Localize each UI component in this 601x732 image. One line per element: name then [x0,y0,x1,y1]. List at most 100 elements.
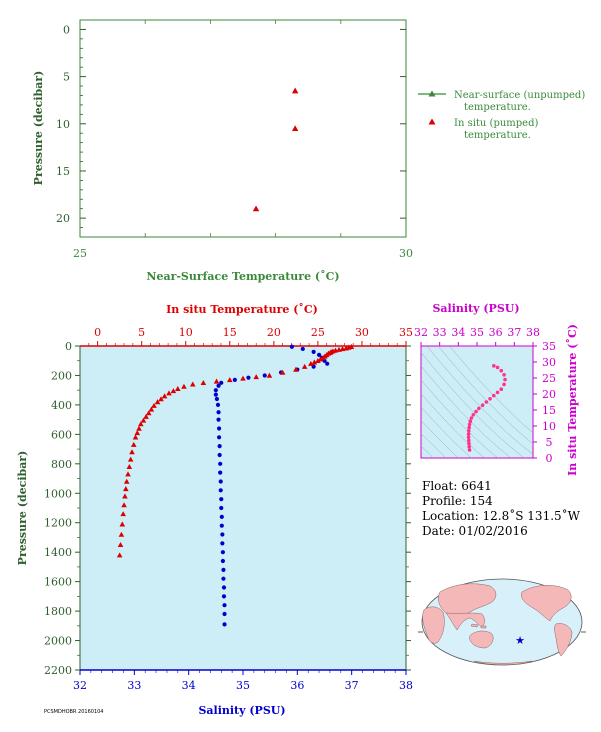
temperature-point [148,406,155,412]
ts-salinity-tick-label: 38 [526,326,540,339]
temperature-point [175,385,181,391]
legend-pumped-label-2: temperature. [464,130,531,141]
salinity-point [221,576,226,581]
temperature-point [129,449,135,455]
ts-density-contours [421,346,533,458]
near-surface-x-tick-label: 30 [399,247,413,260]
temperature-point [122,493,128,499]
ts-point [492,393,496,398]
salinity-axis-label: Salinity (PSU) [198,704,285,717]
map-land-north-america [521,585,572,622]
near-surface-legend: Near-surface (unpumped) temperature. In … [418,90,585,141]
map-land-south-america [554,623,573,657]
temperature-point [134,430,141,436]
ts-point [502,382,506,387]
temperature-point [315,357,321,363]
salinity-point [219,523,224,528]
temperature-point [125,471,131,477]
ts-density-contour [437,346,533,445]
ts-density-contour [421,379,499,458]
temperature-tick-label: 25 [311,326,325,339]
profile-plot-area [79,345,407,671]
ts-density-contour [421,445,434,458]
ts-point [467,441,471,446]
ts-salinity-tick-label: 33 [433,326,447,339]
temperature-point [137,421,144,427]
temperature-point [301,363,308,369]
ts-temperature-tick-label: 15 [542,404,556,417]
salinity-point [325,361,330,366]
salinity-point [222,622,227,627]
salinity-point [217,444,222,449]
pressure-tick-label: 800 [51,458,72,471]
salinity-point [220,532,225,537]
salinity-point [262,373,267,378]
salinity-point [221,585,227,590]
temperature-point [130,441,137,447]
temperature-point [143,413,149,419]
ts-point [499,387,504,392]
temperature-point [151,402,157,408]
profile-chart: 0 5 10 15 20 25 30 35 32 33 34 35 36 37 38 0 200 400 600… [16,303,413,717]
ts-density-contour [421,420,459,458]
temperature-point [253,374,260,380]
salinity-tick-label: 38 [399,679,413,692]
temperature-point [166,390,172,396]
ts-point [466,432,471,436]
pressure-tick-label: 1800 [44,605,72,618]
salinity-point [219,497,224,502]
salinity-point [214,396,220,402]
legend-pumped-label-1: In situ (pumped) [454,118,538,129]
temperature-point [117,542,124,548]
ts-point [480,403,485,408]
near-surface-y-tick-label: 5 [63,71,70,84]
float-location: Location: 12.8˚S 131.5˚W [422,508,581,523]
ts-temperature-tick-label: 30 [542,356,556,369]
temperature-point [343,345,349,351]
map-land-antarctica [473,660,533,665]
in-situ-temperature-point [291,125,299,132]
ts-salinity-tick-label: 36 [489,326,503,339]
salinity-point [216,383,221,388]
ts-y-axis-label: In situ Temperature (˚C) [566,324,579,476]
temperature-point [123,478,130,484]
salinity-point [219,514,224,519]
salinity-point [220,550,225,555]
profile-date: Date: 01/02/2016 [422,524,528,538]
temperature-point [145,410,152,416]
ts-salinity-ticks: 32 33 34 35 36 37 38 [414,326,540,346]
ts-temperature-tick-label: 25 [542,372,556,385]
salinity-point [220,541,225,546]
ts-point [467,448,472,452]
salinity-tick-label: 32 [73,679,87,692]
ts-point [495,390,500,395]
salinity-point [216,426,222,431]
near-surface-y-ticks: 0 5 10 15 20 [56,23,406,228]
temperature-point [266,372,273,378]
temperature-point [118,531,125,537]
near-surface-y-tick-label: 15 [56,165,70,178]
near-surface-x-axis-label: Near-Surface Temperature (˚C) [146,270,339,283]
temperature-point [170,388,177,394]
salinity-point [316,352,322,357]
footer-code: PCSMDHOBR 20160104 [44,709,103,715]
near-surface-y-tick-label: 10 [56,118,70,131]
temperature-point [154,399,161,405]
salinity-tick-label: 37 [345,679,359,692]
ts-density-contour [421,393,485,458]
legend-unpumped-label-1: Near-surface (unpumped) [454,90,585,101]
salinity-point [217,452,222,458]
temperature-point [181,383,187,389]
salinity-point [213,388,218,393]
temperature-tick-label: 35 [399,326,413,339]
temperature-tick-label: 0 [94,326,101,339]
salinity-point [218,470,223,475]
salinity-point [221,594,227,599]
pressure-tick-label: 1200 [44,517,72,530]
temperature-point [158,396,164,402]
near-surface-y-tick-label: 20 [56,212,70,225]
temperature-axis-label: In situ Temperature (˚C) [166,303,318,316]
temperature-point [161,393,168,399]
ts-diagram: 32 33 34 35 36 37 38 0 5 10 15 20 25 30 35 Salinity (… [414,302,579,476]
ts-point [484,400,489,404]
